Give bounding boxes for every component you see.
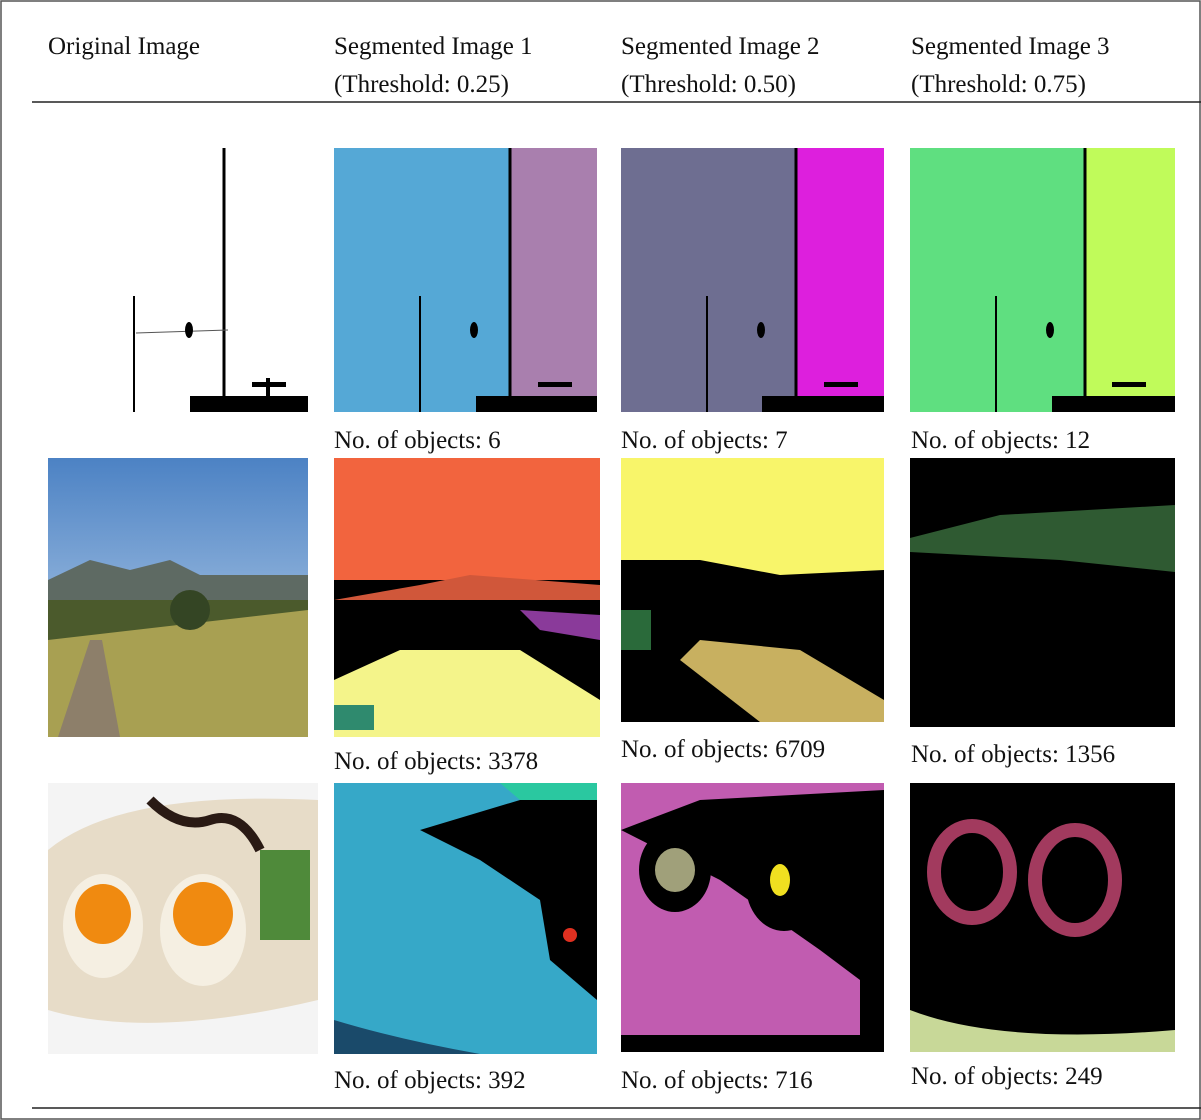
image-segmented-3-3 <box>910 783 1175 1052</box>
image-original-2 <box>48 458 308 737</box>
image-original-3 <box>48 783 318 1054</box>
column-header: Segmented Image 1 <box>334 33 533 60</box>
object-count: No. of objects: 716 <box>621 1067 813 1094</box>
column-header: Segmented Image 3 <box>911 33 1110 60</box>
image-segmented-3-1 <box>334 783 597 1054</box>
column-header: Segmented Image 2 <box>621 33 820 60</box>
object-count: No. of objects: 3378 <box>334 748 538 775</box>
column-header: Original Image <box>48 33 200 60</box>
image-segmented-2-3 <box>910 458 1175 727</box>
object-count: No. of objects: 7 <box>621 427 788 454</box>
image-segmented-1-3 <box>910 148 1175 412</box>
column-header: (Threshold: 0.25) <box>334 71 509 98</box>
image-segmented-2-1 <box>334 458 600 737</box>
image-segmented-1-2 <box>621 148 884 412</box>
column-header: (Threshold: 0.50) <box>621 71 796 98</box>
image-segmented-1-1 <box>334 148 597 412</box>
object-count: No. of objects: 12 <box>911 427 1090 454</box>
object-count: No. of objects: 6 <box>334 427 501 454</box>
image-segmented-2-2 <box>621 458 884 722</box>
column-header: (Threshold: 0.75) <box>911 71 1086 98</box>
object-count: No. of objects: 249 <box>911 1063 1103 1090</box>
image-segmented-3-2 <box>621 783 884 1052</box>
image-original-1 <box>133 148 308 412</box>
object-count: No. of objects: 6709 <box>621 736 825 763</box>
object-count: No. of objects: 392 <box>334 1067 526 1094</box>
object-count: No. of objects: 1356 <box>911 741 1115 768</box>
